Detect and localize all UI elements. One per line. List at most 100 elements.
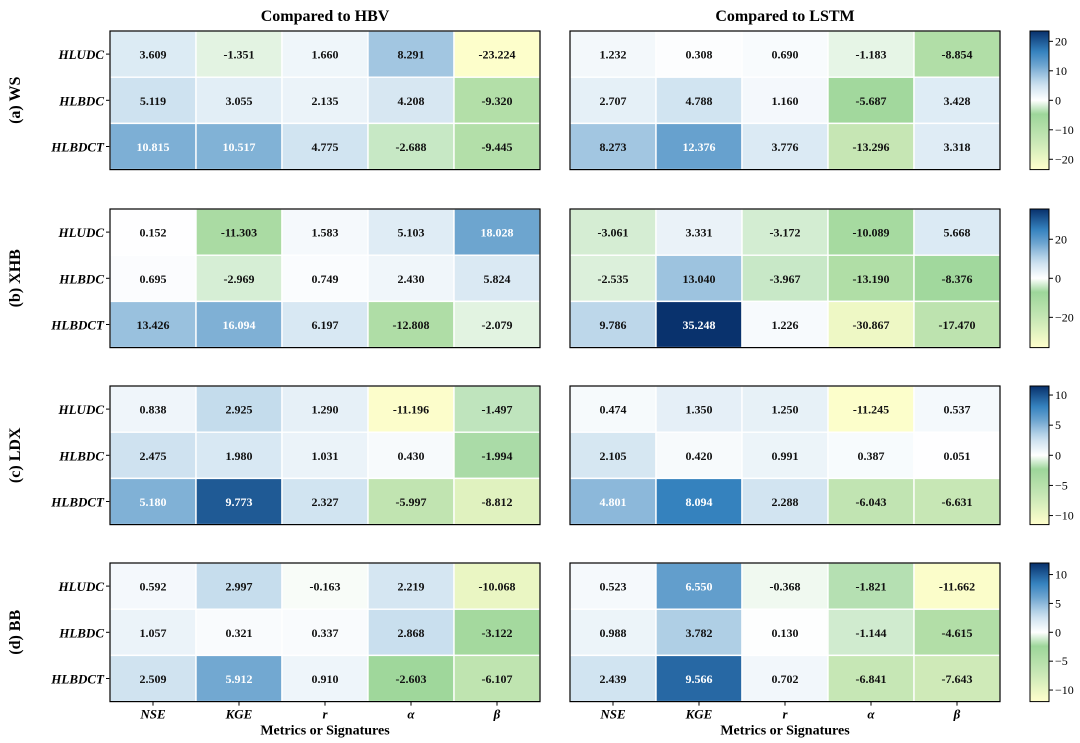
cell-value: 6.550	[686, 580, 713, 594]
colorbar-tick-label: 0	[1055, 93, 1061, 107]
cell-value: 2.868	[398, 626, 425, 640]
cell-value: 0.838	[140, 403, 167, 417]
heatmap-cell	[655, 254, 743, 303]
x-tick-label: β	[493, 707, 501, 722]
cell-value: 1.232	[600, 48, 627, 62]
row-label: HLUDC	[58, 225, 105, 240]
heatmap-cell	[913, 654, 1001, 703]
cell-value: -13.296	[853, 140, 890, 154]
heatmap-cell	[453, 122, 541, 171]
heatmap-cell	[453, 254, 541, 303]
heatmap-cell	[195, 122, 283, 171]
cell-value: -6.107	[482, 672, 513, 686]
heatmap-cell	[281, 385, 369, 433]
cell-value: -4.615	[942, 626, 973, 640]
heatmap-cell	[195, 385, 283, 433]
grid-frame	[569, 385, 1001, 526]
heatmap-cell	[655, 300, 743, 349]
cell-value: -3.122	[482, 626, 513, 640]
cell-value: -17.470	[939, 318, 976, 332]
colorbar	[1029, 385, 1050, 526]
cell-value: 0.690	[772, 48, 799, 62]
grid-frame	[569, 208, 1001, 349]
cell-value: 1.250	[772, 403, 799, 417]
colorbar-tick-label: 10	[1055, 568, 1067, 582]
row-label: HLUDC	[58, 579, 105, 594]
heatmap-cell	[195, 431, 283, 480]
row-label: HLBDCT	[50, 495, 105, 510]
heatmap-cell	[367, 122, 455, 171]
cell-value: 8.291	[398, 48, 425, 62]
cell-value: 0.321	[226, 626, 253, 640]
cell-value: 0.523	[600, 580, 627, 594]
heatmap-cell	[453, 385, 541, 433]
cell-value: 2.509	[140, 672, 167, 686]
heatmap-cell	[655, 122, 743, 171]
cell-value: -5.997	[396, 495, 427, 509]
cell-value: 5.824	[484, 272, 511, 286]
heatmap-cell	[367, 431, 455, 480]
colorbar-tick-label: 5	[1055, 596, 1061, 610]
grid-frame	[109, 208, 541, 349]
cell-value: 6.197	[312, 318, 339, 332]
x-axis-label: Metrics or Signatures	[720, 724, 850, 739]
heatmap-cell	[741, 654, 829, 703]
cell-value: 1.350	[686, 403, 713, 417]
cell-value: 2.327	[312, 495, 339, 509]
cell-value: 3.318	[944, 140, 971, 154]
colorbar-tick-label: −10	[1055, 123, 1074, 137]
cell-value: -8.854	[942, 48, 973, 62]
heatmap-cell	[569, 654, 657, 703]
x-tick-label: r	[782, 707, 788, 722]
cell-value: -9.445	[482, 140, 513, 154]
heatmap-cell	[655, 30, 743, 78]
cell-value: 10.517	[223, 140, 256, 154]
cell-value: 1.290	[312, 403, 339, 417]
heatmap-cell	[741, 208, 829, 256]
cell-value: 0.695	[140, 272, 167, 286]
colorbar-tick-label: 10	[1055, 64, 1067, 78]
heatmap-cell	[655, 385, 743, 433]
cell-value: 2.707	[600, 94, 627, 108]
cell-value: -10.089	[853, 226, 890, 240]
cell-value: 18.028	[481, 226, 514, 240]
row-label: HLBDC	[58, 271, 104, 286]
cell-value: 1.980	[226, 449, 253, 463]
cell-value: 4.775	[312, 140, 339, 154]
cell-value: 0.988	[600, 626, 627, 640]
heatmap-cell	[655, 654, 743, 703]
colorbar-tick-label: −20	[1055, 310, 1074, 324]
heatmap-cell	[569, 76, 657, 125]
cell-value: 0.910	[312, 672, 339, 686]
heatmap-cell	[741, 300, 829, 349]
cell-value: 2.925	[226, 403, 253, 417]
heatmap-cell	[453, 477, 541, 526]
heatmap-cell	[913, 562, 1001, 610]
grid-frame	[109, 30, 541, 171]
heatmap-cell	[741, 431, 829, 480]
x-tick-label: α	[407, 707, 415, 722]
cell-value: 0.387	[858, 449, 885, 463]
cell-value: -8.812	[482, 495, 513, 509]
cell-value: -1.497	[482, 403, 513, 417]
heatmap-cell	[195, 254, 283, 303]
cell-value: -12.808	[393, 318, 430, 332]
cell-value: 35.248	[683, 318, 716, 332]
cell-value: 12.376	[683, 140, 716, 154]
cell-value: 16.094	[223, 318, 256, 332]
colorbar-tick-label: −5	[1055, 654, 1068, 668]
cell-value: -11.196	[393, 403, 429, 417]
heatmap-cell	[913, 300, 1001, 349]
cell-value: 1.583	[312, 226, 339, 240]
heatmap-cell	[741, 608, 829, 657]
cell-value: 3.782	[686, 626, 713, 640]
heatmap-cell	[109, 385, 197, 433]
x-tick-label: β	[953, 707, 961, 722]
x-tick-label: NSE	[139, 707, 166, 722]
cell-value: -1.351	[224, 48, 255, 62]
panel-label: (d) BB	[7, 610, 24, 655]
cell-value: -0.368	[770, 580, 801, 594]
heatmap-cell	[655, 562, 743, 610]
colorbar-tick-label: 5	[1055, 418, 1061, 432]
